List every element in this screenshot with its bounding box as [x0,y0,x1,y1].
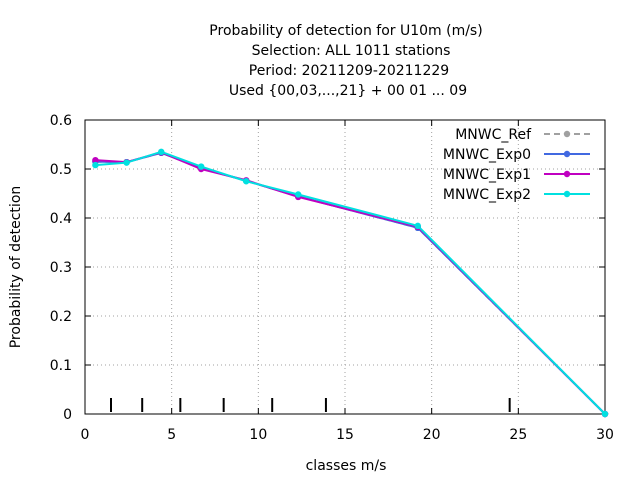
y-tick-label: 0.3 [50,260,72,276]
y-tick-label: 0.5 [50,162,72,178]
y-tick-label: 0 [63,407,72,423]
legend-marker-mnwc-exp1 [563,170,571,178]
series-point-mnwc-exp2 [158,148,165,156]
series-point-mnwc-exp2 [243,178,250,185]
x-tick-label: 10 [249,427,267,443]
y-tick-label: 0.4 [50,211,72,227]
legend: MNWC_Ref MNWC_Exp0 MNWC_Exp1 MNWC_Exp2 [443,127,590,203]
x-tick-label: 0 [81,427,90,443]
series-point-mnwc-exp2 [295,191,302,198]
title-line-2: Selection: ALL 1011 stations [252,43,451,59]
x-tick-label: 25 [509,427,527,443]
series-point-mnwc-exp1 [92,156,99,164]
grid [85,120,605,414]
x-tick-label: 5 [167,427,176,443]
legend-marker-mnwc-exp2 [563,190,571,198]
series-point-mnwc-exp2 [414,222,421,230]
y-tick-label: 0.2 [50,309,72,325]
chart-title: Probability of detection for U10m (m/s) … [209,23,482,99]
x-axis-label: classes m/s [306,458,387,474]
x-tick-label: 20 [423,427,441,443]
axes: 0 5 10 15 20 25 30 0 0.1 0.2 0.3 0.4 0.5 0.6 [50,113,614,443]
title-line-1: Probability of detection for U10m (m/s) [209,23,482,39]
legend-label-mnwc-exp0: MNWC_Exp0 [443,147,531,163]
title-line-4: Used {00,03,...,21} + 00 01 ... 09 [229,83,467,99]
series-line-mnwc-exp2 [95,150,606,415]
y-axis-label: Probability of detection [8,186,24,349]
legend-marker-mnwc-exp0 [563,150,571,158]
series-point-mnwc-exp2 [92,161,99,169]
x-tick-label: 15 [336,427,354,443]
legend-marker-mnwc-ref [563,130,571,138]
series-point-mnwc-exp2 [197,163,205,170]
series-point-mnwc-exp2 [601,410,609,418]
y-tick-label: 0.6 [50,113,72,129]
legend-label-mnwc-ref: MNWC_Ref [455,127,532,143]
y-tick-label: 0.1 [50,358,72,374]
series-point-mnwc-exp2 [123,159,130,166]
title-line-3: Period: 20211209-20211229 [249,63,449,79]
x-tick-label: 30 [596,427,614,443]
legend-label-mnwc-exp1: MNWC_Exp1 [443,167,531,183]
legend-label-mnwc-exp2: MNWC_Exp2 [443,187,531,203]
series-layer [92,148,609,418]
